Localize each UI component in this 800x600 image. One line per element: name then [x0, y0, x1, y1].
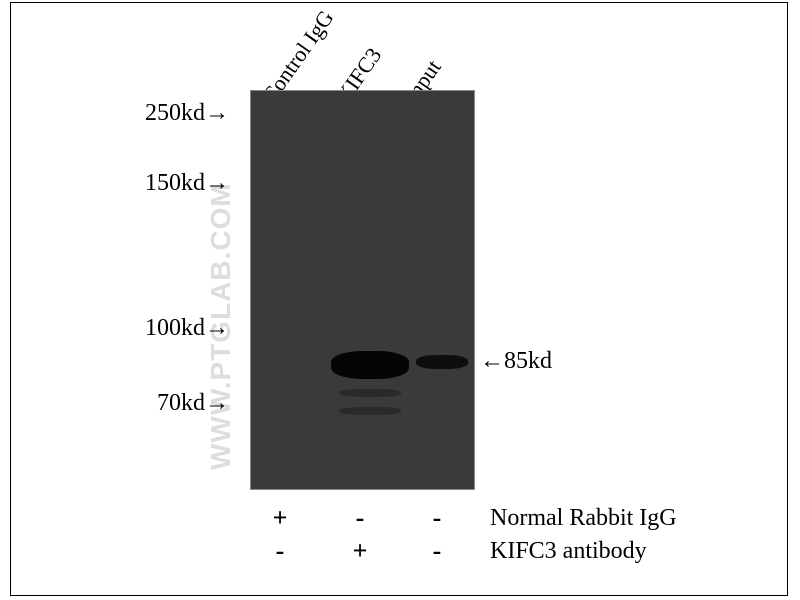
target-band-label: 85kd — [480, 348, 552, 375]
mw-marker-150kd: 150kd — [145, 170, 229, 197]
condition-r2-c1: - — [265, 536, 295, 566]
condition-label-2: KIFC3 antibody — [490, 538, 647, 565]
band-kifc3-faint-2 — [339, 407, 401, 415]
condition-r1-c1: + — [265, 503, 295, 533]
mw-marker-250kd: 250kd — [145, 100, 229, 127]
mw-marker-value: 100kd — [145, 315, 205, 341]
target-band-value: 85kd — [504, 348, 552, 374]
blot-membrane — [250, 90, 475, 490]
arrow-left-icon — [480, 348, 504, 374]
mw-marker-100kd: 100kd — [145, 315, 229, 342]
mw-marker-value: 250kd — [145, 100, 205, 126]
arrow-right-icon — [205, 100, 229, 126]
condition-r1-c2: - — [345, 503, 375, 533]
band-kifc3-faint-1 — [339, 389, 401, 397]
band-kifc3-main — [331, 351, 409, 379]
condition-r1-c3: - — [422, 503, 452, 533]
band-input-main — [416, 355, 468, 369]
arrow-right-icon — [205, 390, 229, 416]
mw-marker-value: 70kd — [157, 390, 205, 416]
condition-r2-c3: - — [422, 536, 452, 566]
arrow-right-icon — [205, 170, 229, 196]
condition-r2-c2: + — [345, 536, 375, 566]
western-blot-figure: Control IgG KIFC3 Input WWW.PTGLAB.COM 2… — [50, 20, 750, 580]
condition-label-1: Normal Rabbit IgG — [490, 505, 677, 532]
mw-marker-value: 150kd — [145, 170, 205, 196]
arrow-right-icon — [205, 315, 229, 341]
mw-marker-70kd: 70kd — [157, 390, 229, 417]
